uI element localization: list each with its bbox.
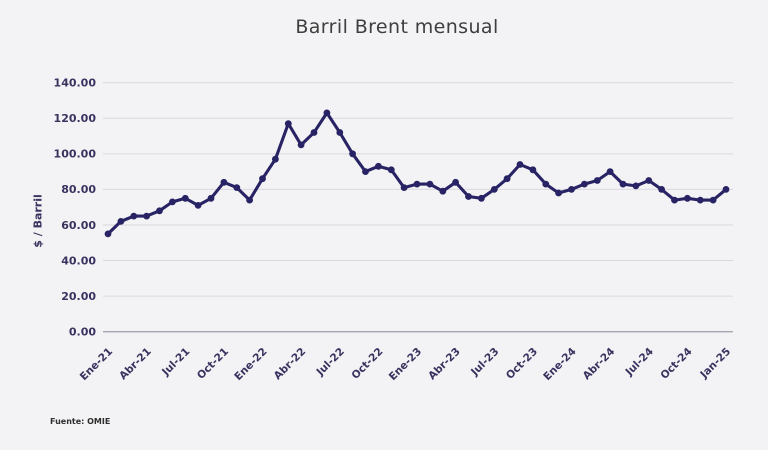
data-point-marker xyxy=(722,186,730,193)
chart-title: Barril Brent mensual xyxy=(295,16,499,38)
data-point-marker xyxy=(516,161,524,168)
data-point-marker xyxy=(671,196,678,204)
data-point-marker xyxy=(233,184,241,192)
data-point-marker xyxy=(362,168,369,176)
data-point-marker xyxy=(439,187,447,195)
data-point-marker xyxy=(555,189,562,197)
data-point-marker xyxy=(478,194,485,202)
data-point-marker xyxy=(581,180,588,188)
x-tick-label: Ene-22 xyxy=(232,346,269,383)
data-point-marker xyxy=(323,109,331,117)
data-point-marker xyxy=(387,166,395,174)
x-tick-label: Oct-21 xyxy=(195,346,231,382)
data-point-marker xyxy=(490,186,498,193)
x-tick-label: Abr-24 xyxy=(581,346,618,383)
y-tick-label: 100.00 xyxy=(54,148,97,161)
x-tick-labels: Ene-21 Abr-21 Jul-21 Oct-21 Ene-22 Abr-22 Jul-… xyxy=(78,346,733,383)
data-point-marker xyxy=(606,168,614,176)
y-tick-label: 120.00 xyxy=(54,112,97,125)
x-tick-label: Jul-21 xyxy=(159,346,192,379)
data-point-marker xyxy=(413,180,421,188)
x-tick-label: Ene-21 xyxy=(78,346,115,383)
data-series xyxy=(104,109,730,238)
data-point-marker xyxy=(336,129,344,136)
y-tick-label: 0.00 xyxy=(69,326,96,339)
data-point-marker xyxy=(156,207,163,215)
y-tick-label: 40.00 xyxy=(61,254,96,267)
data-point-marker xyxy=(181,194,189,202)
data-point-marker xyxy=(349,150,356,158)
data-point-marker xyxy=(284,120,292,127)
data-point-marker xyxy=(503,175,511,183)
data-point-marker xyxy=(375,162,382,170)
y-tick-label: 60.00 xyxy=(61,219,96,232)
y-tick-label: 20.00 xyxy=(61,290,96,303)
data-point-marker xyxy=(246,196,254,204)
data-point-marker xyxy=(104,230,112,238)
data-point-marker xyxy=(117,218,125,225)
data-point-marker xyxy=(220,178,228,186)
x-tick-label: Jan-25 xyxy=(697,346,733,382)
data-point-marker xyxy=(130,212,138,220)
data-point-marker xyxy=(259,175,266,183)
data-point-marker xyxy=(529,166,537,174)
x-tick-label: Ene-23 xyxy=(387,346,424,383)
y-tick-label: 80.00 xyxy=(61,183,96,196)
y-tick-label: 140.00 xyxy=(54,77,97,90)
data-point-marker xyxy=(310,129,318,136)
data-point-marker xyxy=(452,178,459,186)
series-line xyxy=(106,111,728,236)
data-point-marker xyxy=(632,182,640,190)
x-tick-label: Oct-22 xyxy=(349,346,385,382)
data-point-marker xyxy=(143,212,151,220)
data-point-marker xyxy=(400,184,408,192)
data-point-marker xyxy=(619,180,627,188)
x-tick-label: Jul-22 xyxy=(314,346,347,379)
data-point-marker xyxy=(645,177,653,184)
data-point-marker xyxy=(272,155,279,163)
data-point-marker xyxy=(658,186,665,193)
data-point-marker xyxy=(169,198,176,206)
data-point-marker xyxy=(426,180,434,188)
data-point-marker xyxy=(593,177,601,184)
data-point-marker xyxy=(696,196,704,204)
data-point-marker xyxy=(568,186,575,193)
data-point-marker xyxy=(465,193,472,200)
y-tick-labels: 0.00 20.00 40.00 60.00 80.00 100.00 120.00 140.… xyxy=(54,77,97,339)
data-point-marker xyxy=(709,196,717,204)
x-tick-label: Abr-23 xyxy=(426,346,463,383)
x-tick-label: Oct-23 xyxy=(504,346,540,382)
data-point-marker xyxy=(297,141,305,149)
source-note: Fuente: OMIE xyxy=(50,417,111,426)
x-tick-label: Abr-22 xyxy=(272,346,309,383)
gridlines xyxy=(103,82,733,333)
x-tick-label: Jul-23 xyxy=(468,346,501,379)
data-point-marker xyxy=(194,202,202,209)
x-tick-label: Abr-21 xyxy=(117,346,154,383)
x-tick-label: Jul-24 xyxy=(623,346,656,379)
x-tick-label: Ene-24 xyxy=(541,346,578,383)
data-point-marker xyxy=(207,194,215,202)
data-point-marker xyxy=(542,180,550,188)
data-point-marker xyxy=(684,194,691,202)
x-tick-label: Oct-24 xyxy=(658,346,694,382)
